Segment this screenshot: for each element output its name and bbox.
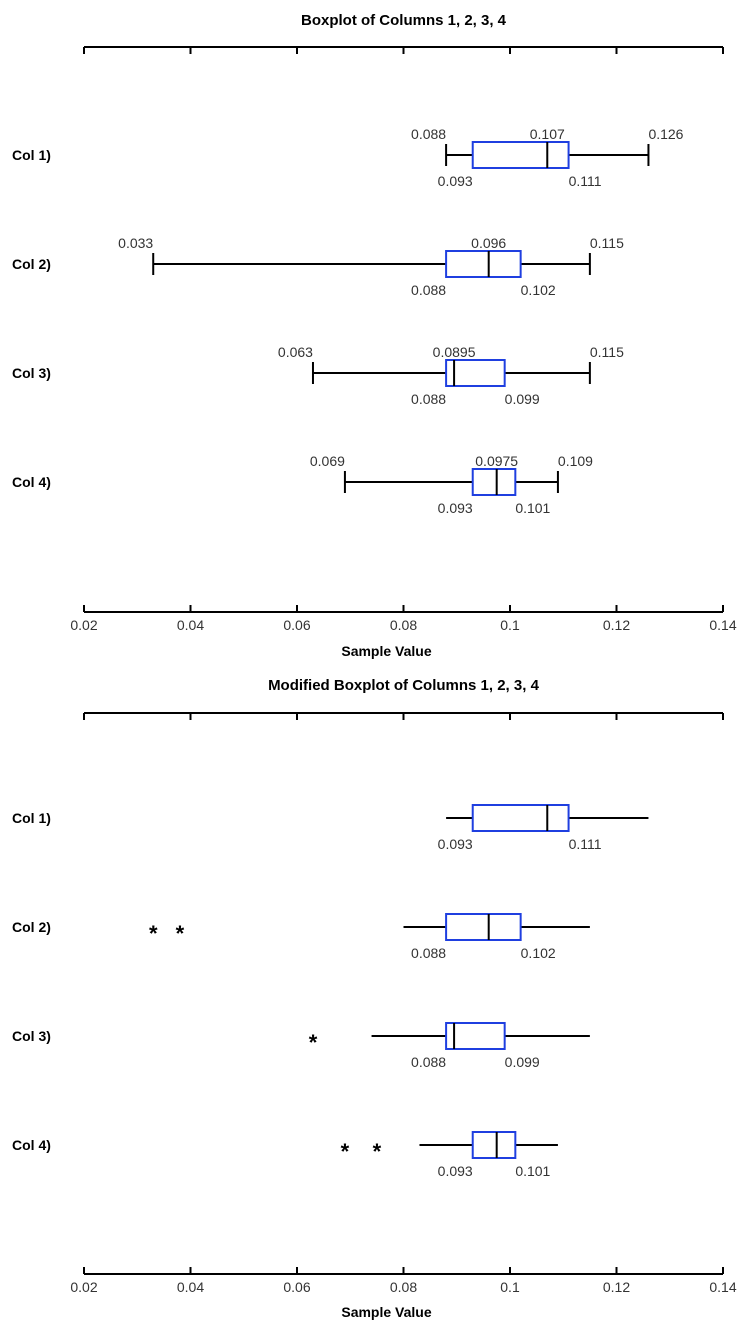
x-tick-label: 0.1 xyxy=(500,617,520,633)
outlier-marker: * xyxy=(341,1139,350,1164)
whisker-low-label: 0.063 xyxy=(278,344,313,360)
whisker-low-label: 0.069 xyxy=(310,453,345,469)
iqr-box xyxy=(445,913,522,941)
box-row-2: Col 2) * * 0.088 0.102 xyxy=(12,913,590,961)
iqr-box xyxy=(445,250,522,278)
q3-label: 0.111 xyxy=(569,173,602,189)
whisker-high-label: 0.109 xyxy=(558,453,593,469)
iqr-box xyxy=(471,1131,517,1159)
box-row-2: Col 2) 0.033 0.096 0.115 0.088 0.102 xyxy=(12,235,624,298)
box-row-3: Col 3) * 0.088 0.099 xyxy=(12,1022,590,1070)
q1-label: 0.088 xyxy=(411,391,446,407)
row-label: Col 4) xyxy=(12,474,51,490)
x-tick-label: 0.02 xyxy=(70,617,97,633)
outlier-marker: * xyxy=(176,921,185,946)
q3-label: 0.102 xyxy=(521,945,556,961)
row-label: Col 2) xyxy=(12,256,51,272)
q1-label: 0.093 xyxy=(438,173,473,189)
whisker-low-label: 0.033 xyxy=(118,235,153,251)
box-row-1: Col 1) 0.093 0.111 xyxy=(12,804,649,852)
iqr-box xyxy=(471,804,570,832)
row-label: Col 4) xyxy=(12,1137,51,1153)
q1-label: 0.088 xyxy=(411,945,446,961)
median-label: 0.0975 xyxy=(475,453,518,469)
median-label: 0.096 xyxy=(471,235,506,251)
median-label: 0.0895 xyxy=(433,344,476,360)
x-tick-label: 0.1 xyxy=(500,1279,520,1295)
iqr-box xyxy=(471,141,570,169)
box-row-4: Col 4) * * 0.093 0.101 xyxy=(12,1131,558,1179)
x-tick-label: 0.06 xyxy=(283,617,310,633)
chart-title: Boxplot of Columns 1, 2, 3, 4 xyxy=(301,12,507,29)
q1-label: 0.088 xyxy=(411,1054,446,1070)
row-label: Col 1) xyxy=(12,810,51,826)
outlier-marker: * xyxy=(309,1030,318,1055)
whisker-high-label: 0.115 xyxy=(590,344,624,360)
iqr-box xyxy=(445,359,506,387)
x-tick-label: 0.08 xyxy=(390,1279,417,1295)
q3-label: 0.102 xyxy=(521,282,556,298)
q1-label: 0.093 xyxy=(438,1163,473,1179)
x-tick-label: 0.12 xyxy=(603,617,630,633)
outlier-marker: * xyxy=(149,921,158,946)
q1-label: 0.088 xyxy=(411,282,446,298)
x-tick-label: 0.12 xyxy=(603,1279,630,1295)
x-tick-label: 0.04 xyxy=(177,617,204,633)
outlier-marker: * xyxy=(373,1139,382,1164)
row-label: Col 1) xyxy=(12,147,51,163)
x-tick-label: 0.06 xyxy=(283,1279,310,1295)
q3-label: 0.099 xyxy=(505,1054,540,1070)
x-tick-label: 0.08 xyxy=(390,617,417,633)
whisker-high-label: 0.115 xyxy=(590,235,624,251)
iqr-box xyxy=(471,468,517,496)
chart-title: Modified Boxplot of Columns 1, 2, 3, 4 xyxy=(268,677,540,694)
whisker-low-label: 0.088 xyxy=(411,126,446,142)
q1-label: 0.093 xyxy=(438,500,473,516)
q3-label: 0.111 xyxy=(569,836,602,852)
row-label: Col 3) xyxy=(12,365,51,381)
box-row-4: Col 4) 0.069 0.0975 0.109 0.093 0.101 xyxy=(12,453,593,516)
x-tick-label: 0.02 xyxy=(70,1279,97,1295)
iqr-box xyxy=(445,1022,506,1050)
q3-label: 0.101 xyxy=(515,500,550,516)
x-tick-label: 0.14 xyxy=(709,617,736,633)
whisker-high-label: 0.126 xyxy=(648,126,683,142)
box-row-1: Col 1) 0.088 0.107 0.126 0.093 0.111 xyxy=(12,126,684,189)
x-tick-label: 0.04 xyxy=(177,1279,204,1295)
q1-label: 0.093 xyxy=(438,836,473,852)
box-row-3: Col 3) 0.063 0.0895 0.115 0.088 0.099 xyxy=(12,344,624,407)
median-label: 0.107 xyxy=(530,126,565,142)
row-label: Col 2) xyxy=(12,919,51,935)
boxplot-panel-2: Modified Boxplot of Columns 1, 2, 3, 4 0.… xyxy=(12,677,737,1320)
x-tick-label: 0.14 xyxy=(709,1279,736,1295)
boxplot-panel-1: Boxplot of Columns 1, 2, 3, 4 0.02 0.04 0.0… xyxy=(12,12,737,659)
x-axis-label: Sample Value xyxy=(341,1304,431,1320)
row-label: Col 3) xyxy=(12,1028,51,1044)
q3-label: 0.101 xyxy=(515,1163,550,1179)
x-axis-label: Sample Value xyxy=(341,643,431,659)
q3-label: 0.099 xyxy=(505,391,540,407)
